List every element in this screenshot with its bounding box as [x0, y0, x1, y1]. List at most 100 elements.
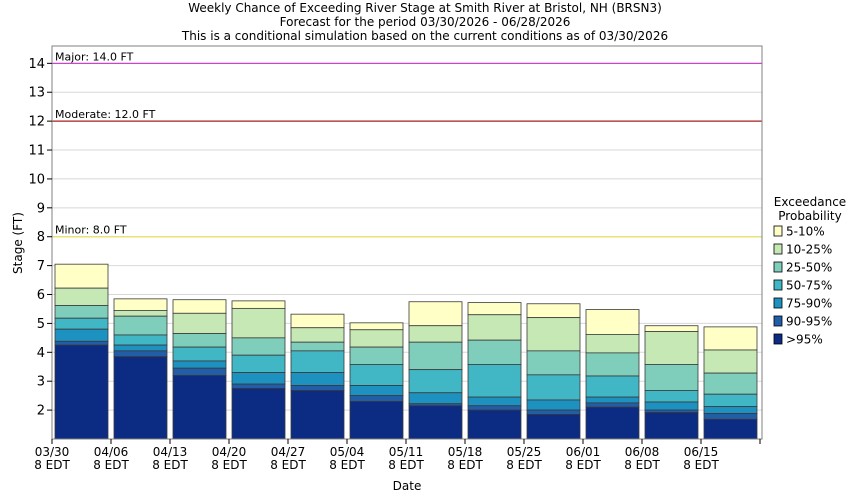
y-tick-label: 13: [28, 86, 45, 101]
bar-segment-75-90-: [290, 372, 345, 386]
bar-segment-25-50-: [290, 341, 345, 352]
threshold-label: Major: 14.0 FT: [55, 50, 134, 63]
bar-segment--95-: [349, 401, 404, 440]
x-tick-label-time: 8 EDT: [152, 458, 188, 472]
bar-segment-50-75-: [467, 364, 522, 398]
bar-segment-5-10-: [349, 322, 404, 331]
x-tick-label-date: 06/15: [684, 445, 719, 459]
legend-title-line-2: Probability: [778, 209, 841, 223]
bar-segment-25-50-: [113, 315, 168, 336]
bar-segment-5-10-: [585, 309, 640, 335]
x-axis-label: Date: [393, 479, 422, 493]
bar-segment--95-: [290, 390, 345, 440]
week-bar: [113, 298, 168, 440]
legend-swatch: [773, 279, 783, 291]
week-bar: [467, 302, 522, 440]
bar-segment-75-90-: [113, 344, 168, 352]
threshold-label: Minor: 8.0 FT: [55, 224, 127, 237]
threshold-label: Moderate: 12.0 FT: [55, 108, 156, 121]
week-bar: [526, 303, 581, 440]
bar-segment-5-10-: [703, 326, 758, 351]
bars: [54, 263, 758, 440]
x-tick-label-time: 8 EDT: [506, 458, 542, 472]
week-bar: [408, 301, 463, 440]
week-bar: [349, 322, 404, 440]
plot-border: [51, 45, 763, 440]
bar-segment-10-25-: [526, 317, 581, 352]
x-tick-label-date: 05/25: [507, 445, 542, 459]
week-bar: [231, 300, 286, 440]
bar-segment-10-25-: [703, 349, 758, 374]
bar-segment-25-50-: [467, 339, 522, 365]
bar-segment-10-25-: [172, 312, 227, 334]
x-tick-label-time: 8 EDT: [683, 458, 719, 472]
legend-entry-label: 90-95%: [786, 315, 832, 329]
bar-segment-90-95-: [172, 367, 227, 376]
bar-segment-5-10-: [231, 300, 286, 309]
bar-segment-50-75-: [172, 346, 227, 362]
bar-segment-75-90-: [54, 328, 109, 342]
y-tick-label: 5: [37, 317, 45, 332]
y-tick-label: 6: [37, 288, 45, 303]
bar-segment-75-90-: [408, 392, 463, 405]
y-tick-label: 11: [28, 144, 45, 159]
legend-swatch: [773, 333, 783, 345]
y-tick-label: 12: [28, 115, 45, 130]
x-tick-label-date: 06/08: [625, 445, 660, 459]
bar-segment-90-95-: [703, 413, 758, 420]
x-tick-label-time: 8 EDT: [34, 458, 70, 472]
bar-segment-50-75-: [585, 375, 640, 398]
legend-swatch: [773, 297, 783, 309]
week-bar: [54, 263, 109, 440]
bar-segment-10-25-: [644, 331, 699, 365]
bar-segment-5-10-: [408, 301, 463, 327]
x-tick-label-date: 05/04: [330, 445, 365, 459]
bar-segment-5-10-: [172, 299, 227, 314]
bar-segment--95-: [408, 405, 463, 440]
bar-segment-25-50-: [408, 341, 463, 371]
bar-segment-10-25-: [408, 325, 463, 343]
legend-swatch: [773, 243, 783, 255]
bar-segment-10-25-: [231, 307, 286, 339]
bar-segment-90-95-: [467, 405, 522, 411]
y-tick-label: 8: [37, 230, 45, 245]
x-tick-label-date: 04/13: [153, 445, 188, 459]
y-tick-label: 9: [37, 201, 45, 216]
x-tick-label-time: 8 EDT: [270, 458, 306, 472]
bar-segment-50-75-: [290, 350, 345, 373]
bar-segment-5-10-: [54, 263, 109, 289]
bar-segment--95-: [54, 344, 109, 440]
bar-segment-50-75-: [54, 317, 109, 330]
bar-segment-25-50-: [644, 364, 699, 391]
legend-entry-label: 75-90%: [786, 297, 832, 311]
y-axis: 2 3 4 5 6 7 8 9 10 11 12 13 14: [28, 57, 52, 419]
bar-segment-75-90-: [231, 372, 286, 385]
bar-segment-50-75-: [349, 364, 404, 386]
bar-segment-10-25-: [467, 314, 522, 341]
bar-segment-25-50-: [349, 346, 404, 365]
title-line-3: This is a conditional simulation based o…: [181, 29, 668, 43]
bar-segment-5-10-: [526, 303, 581, 319]
y-tick-label: 3: [37, 375, 45, 390]
bar-segment-90-95-: [290, 385, 345, 391]
bar-segment-10-25-: [290, 327, 345, 343]
x-tick-label-time: 8 EDT: [329, 458, 365, 472]
week-bar: [172, 299, 227, 440]
x-tick-label-time: 8 EDT: [93, 458, 129, 472]
bar-segment-25-50-: [703, 372, 758, 395]
bar-segment-5-10-: [467, 302, 522, 316]
bar-segment-75-90-: [703, 406, 758, 414]
legend-entry-label: 25-50%: [786, 261, 832, 275]
bar-segment--95-: [172, 375, 227, 440]
week-bar: [290, 313, 345, 440]
bar-segment-50-75-: [644, 390, 699, 403]
legend-swatch: [773, 225, 783, 237]
bar-segment--95-: [113, 356, 168, 440]
bar-segment-75-90-: [526, 399, 581, 411]
bar-segment-90-95-: [526, 409, 581, 415]
title-line-2: Forecast for the period 03/30/2026 - 06/…: [280, 15, 571, 29]
bar-segment-50-75-: [408, 369, 463, 394]
bar-segment-25-50-: [54, 305, 109, 319]
bar-segment-90-95-: [54, 340, 109, 346]
bar-segment--95-: [703, 418, 758, 440]
